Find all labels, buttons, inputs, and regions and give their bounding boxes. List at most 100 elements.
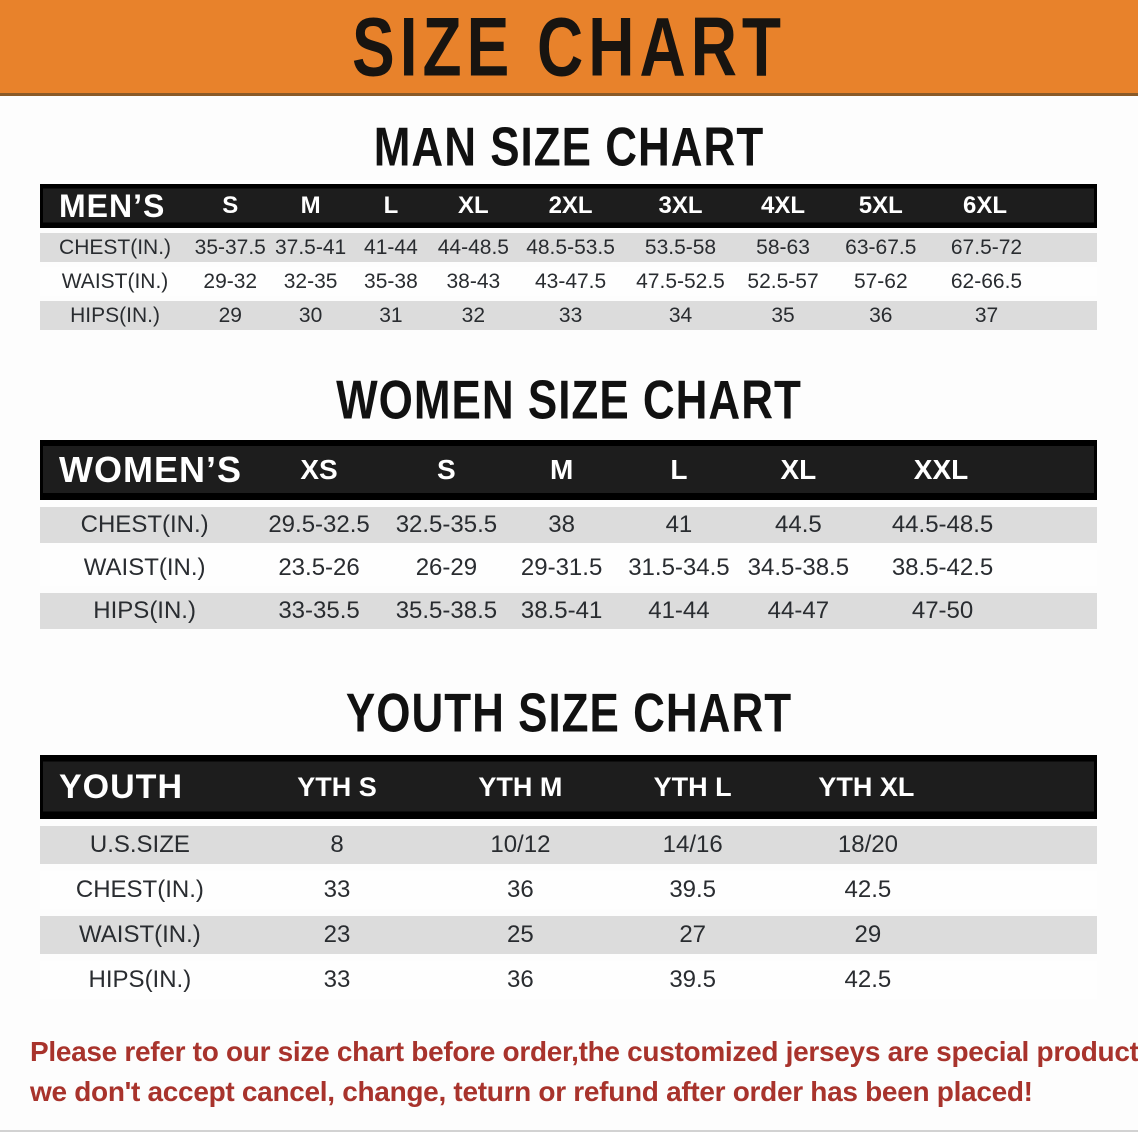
size-cell: 29-31.5	[504, 550, 620, 586]
col-header: XXL	[858, 440, 1097, 500]
size-cell: 43-47.5	[515, 267, 626, 296]
size-cell: 34.5-38.5	[738, 550, 859, 586]
size-cell: 38-43	[431, 267, 516, 296]
women-size-table: WOMEN’S XS S M L XL XXL CHEST(IN.) 29.5-…	[40, 433, 1097, 636]
banner-title: SIZE CHART	[352, 0, 786, 94]
col-header: 2XL	[515, 184, 626, 228]
men-hips-row: HIPS(IN.) 29 30 31 32 33 34 35 36 37	[40, 301, 1097, 330]
footer-line-1: Please refer to our size chart before or…	[30, 1036, 1138, 1067]
size-cell: 33	[515, 301, 626, 330]
size-cell: 63-67.5	[830, 233, 931, 262]
size-cell: 32	[431, 301, 516, 330]
men-section-title: MAN SIZE CHART	[373, 116, 765, 178]
size-cell: 29	[778, 916, 1097, 954]
size-cell: 27	[606, 916, 779, 954]
size-cell: 31.5-34.5	[619, 550, 739, 586]
youth-size-table: YOUTH YTH S YTH M YTH L YTH XL U.S.SIZE …	[40, 748, 1097, 1006]
men-waist-row: WAIST(IN.) 29-32 32-35 35-38 38-43 43-47…	[40, 267, 1097, 296]
men-header-label: MEN’S	[40, 184, 191, 228]
size-cell: 48.5-53.5	[515, 233, 626, 262]
col-header: M	[504, 440, 620, 500]
size-cell: 42.5	[778, 961, 1097, 999]
women-section-title: WOMEN SIZE CHART	[336, 369, 802, 431]
size-cell: 53.5-58	[625, 233, 736, 262]
youth-chest-row: CHEST(IN.) 33 36 39.5 42.5	[40, 871, 1097, 909]
size-cell: 41	[619, 507, 739, 543]
col-header: 4XL	[735, 184, 831, 228]
women-hips-row: HIPS(IN.) 33-35.5 35.5-38.5 38.5-41 41-4…	[40, 593, 1097, 629]
youth-hips-row: HIPS(IN.) 33 36 39.5 42.5	[40, 961, 1097, 999]
youth-section-title: YOUTH SIZE CHART	[345, 682, 793, 744]
col-header: 6XL	[931, 184, 1097, 228]
row-label: HIPS(IN.)	[40, 593, 250, 629]
footer-line-2: we don't accept cancel, change, teturn o…	[30, 1076, 1033, 1107]
size-cell: 29-32	[190, 267, 271, 296]
size-cell: 35-38	[350, 267, 432, 296]
col-header: YTH L	[606, 755, 779, 819]
size-cell: 25	[434, 916, 607, 954]
col-header: XL	[431, 184, 516, 228]
size-cell: 52.5-57	[735, 267, 831, 296]
size-cell: 29	[190, 301, 271, 330]
men-size-table: MEN’S S M L XL 2XL 3XL 4XL 5XL 6XL CHEST…	[40, 179, 1097, 335]
col-header: L	[350, 184, 432, 228]
size-cell: 38	[504, 507, 620, 543]
men-header-row: MEN’S S M L XL 2XL 3XL 4XL 5XL 6XL	[40, 184, 1097, 228]
size-cell: 10/12	[434, 826, 607, 864]
size-cell: 31	[350, 301, 432, 330]
size-cell: 41-44	[350, 233, 432, 262]
size-cell: 44.5	[738, 507, 859, 543]
youth-header-label: YOUTH	[40, 755, 240, 819]
col-header: S	[190, 184, 271, 228]
size-cell: 33	[239, 871, 435, 909]
col-header: XS	[249, 440, 389, 500]
size-cell: 47-50	[858, 593, 1097, 629]
col-header: YTH XL	[778, 755, 1097, 819]
col-header: L	[619, 440, 739, 500]
size-cell: 23	[239, 916, 435, 954]
size-cell: 26-29	[388, 550, 504, 586]
size-cell: 36	[830, 301, 931, 330]
row-label: CHEST(IN.)	[40, 233, 191, 262]
size-cell: 37	[931, 301, 1097, 330]
size-cell: 32.5-35.5	[388, 507, 504, 543]
col-header: 5XL	[830, 184, 931, 228]
size-cell: 33	[239, 961, 435, 999]
size-cell: 67.5-72	[931, 233, 1097, 262]
size-cell: 41-44	[619, 593, 739, 629]
size-cell: 32-35	[270, 267, 351, 296]
row-label: HIPS(IN.)	[40, 301, 191, 330]
col-header: YTH M	[434, 755, 607, 819]
size-cell: 47.5-52.5	[625, 267, 736, 296]
footer-note: Please refer to our size chart before or…	[0, 1032, 1138, 1112]
size-cell: 23.5-26	[249, 550, 389, 586]
youth-ussize-row: U.S.SIZE 8 10/12 14/16 18/20	[40, 826, 1097, 864]
size-cell: 44-48.5	[431, 233, 516, 262]
size-cell: 58-63	[735, 233, 831, 262]
size-cell: 42.5	[778, 871, 1097, 909]
size-cell: 57-62	[830, 267, 931, 296]
size-cell: 34	[625, 301, 736, 330]
size-cell: 33-35.5	[249, 593, 389, 629]
size-cell: 14/16	[606, 826, 779, 864]
size-cell: 35.5-38.5	[388, 593, 504, 629]
men-chest-row: CHEST(IN.) 35-37.5 37.5-41 41-44 44-48.5…	[40, 233, 1097, 262]
women-waist-row: WAIST(IN.) 23.5-26 26-29 29-31.5 31.5-34…	[40, 550, 1097, 586]
size-cell: 39.5	[606, 961, 779, 999]
col-header: YTH S	[239, 755, 435, 819]
size-cell: 44-47	[738, 593, 859, 629]
size-cell: 36	[434, 961, 607, 999]
women-header-label: WOMEN’S	[40, 440, 250, 500]
size-cell: 18/20	[778, 826, 1097, 864]
bottom-edge-line	[0, 1130, 1138, 1132]
row-label: WAIST(IN.)	[40, 550, 250, 586]
size-cell: 38.5-42.5	[858, 550, 1097, 586]
row-label: WAIST(IN.)	[40, 916, 240, 954]
row-label: HIPS(IN.)	[40, 961, 240, 999]
women-chest-row: CHEST(IN.) 29.5-32.5 32.5-35.5 38 41 44.…	[40, 507, 1097, 543]
youth-header-row: YOUTH YTH S YTH M YTH L YTH XL	[40, 755, 1097, 819]
row-label: WAIST(IN.)	[40, 267, 191, 296]
youth-waist-row: WAIST(IN.) 23 25 27 29	[40, 916, 1097, 954]
size-cell: 30	[270, 301, 351, 330]
